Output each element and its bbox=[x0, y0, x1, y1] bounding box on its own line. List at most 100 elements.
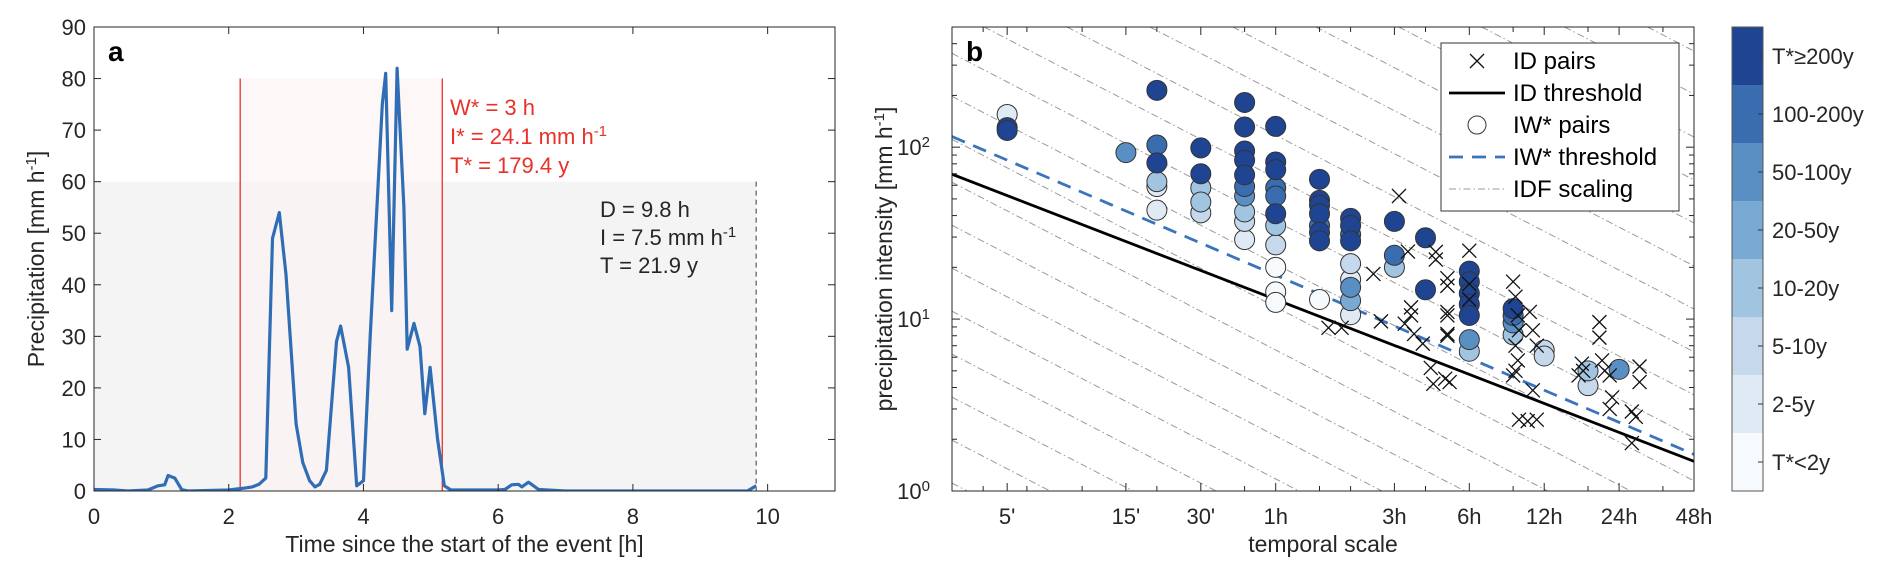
x-tick-label: 24h bbox=[1601, 504, 1638, 529]
legend: ID pairs ID threshold IW* pairs IW* thresho… bbox=[1440, 42, 1680, 212]
return-period-colorbar: T*≥200y 100-200y 50-100y 20-50y 10-20y 5-10y 2… bbox=[1731, 26, 1864, 492]
iw-pair-point bbox=[1414, 279, 1436, 301]
id-pair-point bbox=[1525, 382, 1541, 398]
legend-label: IW* threshold bbox=[1513, 144, 1657, 171]
colorbar-label: T*≥200y bbox=[1772, 44, 1854, 69]
idf-scaling-line bbox=[952, 482, 968, 491]
colorbar-label: T*<2y bbox=[1772, 450, 1830, 475]
id-threshold-line bbox=[952, 172, 1694, 463]
colorbar-band bbox=[1732, 259, 1763, 317]
idf-scaling-line bbox=[1647, 27, 1694, 52]
iw-pair-point bbox=[1458, 304, 1480, 326]
y-tick-label: 10 bbox=[62, 427, 86, 452]
y-axis-label-sup: -1 bbox=[871, 113, 888, 126]
id-pair-point bbox=[1400, 244, 1416, 260]
id-pair-point bbox=[1508, 289, 1523, 305]
window-annotation: T* = 179.4 y bbox=[450, 153, 569, 178]
iw-pair-point bbox=[1265, 234, 1287, 256]
idf-scaling-line bbox=[952, 439, 1051, 491]
id-pair-point bbox=[1391, 188, 1407, 204]
window-annotation-text: I* = 24.1 mm h bbox=[450, 124, 594, 149]
x-tick-label: 5' bbox=[999, 504, 1015, 529]
x-tick-label: 4 bbox=[357, 504, 369, 529]
iw-pair-point bbox=[1146, 171, 1168, 193]
iw-pair-point bbox=[1265, 256, 1287, 278]
iw-pair-point bbox=[1309, 230, 1331, 252]
idf-scaling-line bbox=[1066, 27, 1694, 353]
id-pair-point bbox=[1529, 412, 1545, 428]
event-annotation-text: D = 9.8 h bbox=[600, 197, 690, 222]
iw-pair-point bbox=[1265, 159, 1287, 181]
colorbar-label: 5-10y bbox=[1772, 334, 1827, 359]
y-tick-label: 60 bbox=[62, 170, 86, 195]
idf-scaling-lines bbox=[952, 27, 1694, 491]
y-tick-label: 70 bbox=[62, 118, 86, 143]
colorbar-band bbox=[1732, 375, 1763, 433]
id-pair-point bbox=[1529, 338, 1545, 354]
y-tick-label: 102 bbox=[897, 134, 930, 161]
legend-entry: IW* pairs bbox=[1467, 112, 1610, 139]
id-pair-point bbox=[1439, 304, 1455, 320]
y-tick-exp: 0 bbox=[922, 478, 930, 495]
iw-pair-point bbox=[1146, 134, 1168, 156]
id-pair-point bbox=[1508, 338, 1523, 354]
iw-pairs-points bbox=[996, 79, 1630, 397]
colorbar-band bbox=[1732, 85, 1763, 143]
event-annotation: T = 21.9 y bbox=[600, 253, 698, 278]
id-pair-point bbox=[1425, 376, 1441, 392]
id-pair-point bbox=[1511, 322, 1527, 338]
colorbar-frame bbox=[1731, 26, 1764, 492]
panel-a-precipitation-timeseries: 0 2 4 6 8 10 0 10 20 30 40 50 60 70 80 90 Time since the… bbox=[23, 15, 836, 557]
y-tick-base: 10 bbox=[897, 307, 921, 332]
iw-pair-point bbox=[1190, 137, 1212, 159]
id-pair-point bbox=[1525, 322, 1541, 338]
id-pair-point bbox=[1403, 299, 1419, 315]
iw-pair-point bbox=[1146, 199, 1168, 221]
id-pair-point bbox=[1575, 363, 1591, 379]
x-tick-label: 6h bbox=[1457, 504, 1481, 529]
iw-pair-point bbox=[1458, 329, 1480, 351]
id-pair-point bbox=[1505, 367, 1521, 383]
panel-b-axes-box bbox=[951, 26, 1695, 492]
id-pair-point bbox=[1439, 307, 1455, 323]
x-tick-label: 2 bbox=[223, 504, 235, 529]
y-tick-label: 101 bbox=[897, 306, 930, 333]
id-pair-point bbox=[1508, 363, 1523, 379]
legend-label: IW* pairs bbox=[1513, 112, 1610, 139]
id-pair-point bbox=[1602, 367, 1618, 383]
legend-entry: IW* threshold bbox=[1449, 144, 1657, 171]
id-pair-point bbox=[1373, 313, 1389, 329]
panel-label-b: b bbox=[966, 36, 983, 67]
id-pair-point bbox=[1403, 307, 1419, 323]
iw-pair-point bbox=[1577, 360, 1599, 382]
iw-pair-point bbox=[1414, 227, 1436, 249]
y-tick-label: 90 bbox=[62, 15, 86, 40]
id-pair-point bbox=[1628, 409, 1644, 425]
colorbar-label: 2-5y bbox=[1772, 392, 1815, 417]
iw-pair-point bbox=[1190, 191, 1212, 213]
y-tick-label: 30 bbox=[62, 324, 86, 349]
window-annotation: I* = 24.1 mm h-1 bbox=[450, 123, 607, 150]
x-tick-label: 8 bbox=[627, 504, 639, 529]
y-tick-exp: 2 bbox=[922, 134, 930, 151]
iw-pair-point bbox=[1146, 79, 1168, 101]
y-tick-label: 0 bbox=[74, 479, 86, 504]
id-pair-point bbox=[1428, 252, 1444, 267]
iw-pair-point bbox=[1265, 185, 1287, 207]
colorbar-band bbox=[1732, 27, 1763, 85]
colorbar-band bbox=[1732, 201, 1763, 259]
window-annotation-sup: -1 bbox=[594, 123, 607, 140]
x-axis-label: temporal scale bbox=[1248, 531, 1398, 557]
iw-pair-point bbox=[1146, 152, 1168, 174]
id-pair-point bbox=[1365, 266, 1381, 282]
id-pair-point bbox=[1442, 374, 1458, 390]
legend-label: IDF scaling bbox=[1513, 176, 1633, 203]
y-axis-label-sup: -1 bbox=[23, 157, 40, 170]
id-pair-point bbox=[1437, 371, 1453, 387]
legend-entry: ID threshold bbox=[1449, 80, 1642, 107]
iw-pair-point bbox=[1340, 276, 1362, 298]
id-pair-point bbox=[1594, 352, 1610, 368]
y-axis-label: precipitation intensity [mm h-1] bbox=[871, 107, 898, 412]
colorbar-label: 20-50y bbox=[1772, 218, 1839, 243]
idf-scaling-line bbox=[952, 224, 1466, 491]
